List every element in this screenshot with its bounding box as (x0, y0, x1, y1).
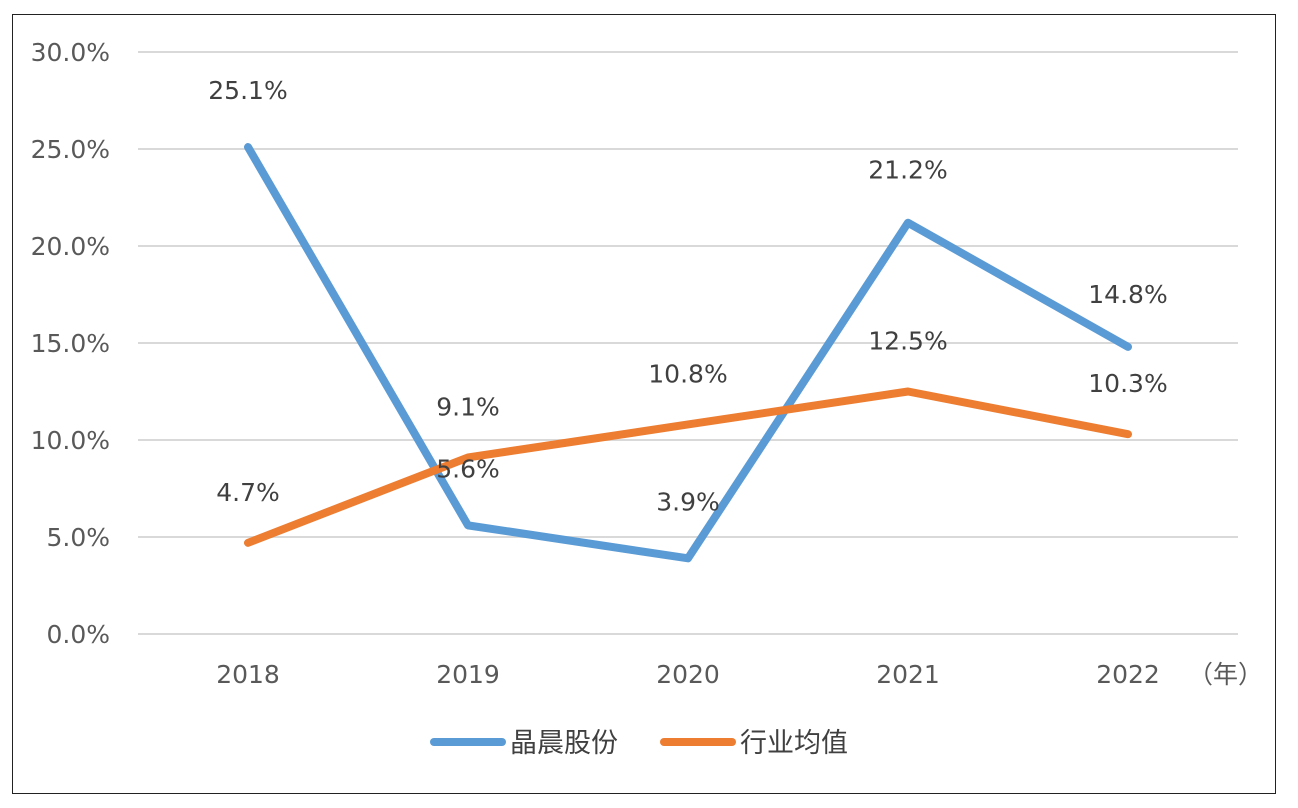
y-tick-label: 25.0% (31, 135, 110, 164)
legend-label: 行业均值 (740, 728, 848, 759)
data-label: 10.3% (1088, 369, 1167, 398)
series-lines (244, 143, 1132, 563)
x-tick-label: 2019 (436, 660, 500, 689)
gridlines (138, 51, 1238, 635)
x-axis-unit-label: （年） (1188, 660, 1263, 689)
data-labels: 25.1% 5.6% 3.9% 21.2% 14.8% 4.7% 9.1% 10.8% 12.5… (208, 76, 1167, 516)
data-label: 21.2% (868, 156, 947, 185)
data-label: 14.8% (1088, 280, 1167, 309)
data-label: 10.8% (648, 359, 727, 388)
x-tick-label: 2021 (876, 660, 940, 689)
x-tick-label: 2018 (216, 660, 280, 689)
data-label: 12.5% (868, 327, 947, 356)
y-tick-label: 0.0% (46, 620, 110, 649)
legend-label: 晶晨股份 (510, 728, 618, 759)
legend: 晶晨股份 行业均值 (430, 728, 848, 759)
x-tick-label: 2022 (1096, 660, 1160, 689)
data-label: 4.7% (216, 478, 280, 507)
y-tick-label: 10.0% (31, 426, 110, 455)
y-tick-label: 15.0% (31, 329, 110, 358)
data-label: 25.1% (208, 76, 287, 105)
chart-frame (12, 14, 1276, 794)
data-label: 9.1% (436, 392, 500, 421)
y-tick-label: 30.0% (31, 38, 110, 67)
y-tick-label: 20.0% (31, 232, 110, 261)
y-tick-label: 5.0% (46, 523, 110, 552)
x-tick-label: 2020 (656, 660, 720, 689)
data-label: 5.6% (436, 454, 500, 483)
data-label: 3.9% (656, 487, 720, 516)
y-axis-ticks: 0.0% 5.0% 10.0% 15.0% 20.0% 25.0% 30.0% (31, 38, 110, 649)
x-axis-ticks: 2018 2019 2020 2021 2022 (216, 660, 1160, 689)
series-line-2 (244, 387, 1132, 547)
